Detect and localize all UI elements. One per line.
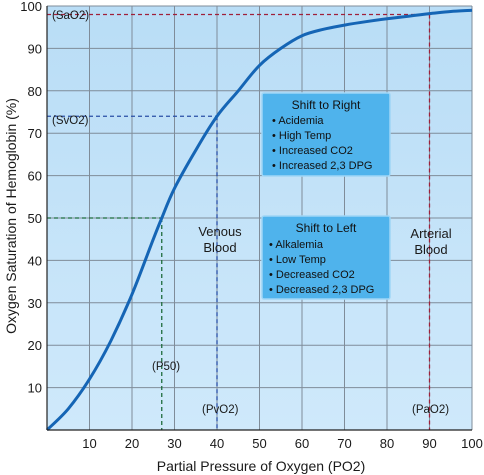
pvo2-label: (PvO2)	[202, 404, 239, 416]
shift-right-item: • High Temp	[272, 130, 331, 142]
shift-right-item: • Acidemia	[272, 115, 324, 127]
shift-left-item: • Low Temp	[269, 254, 326, 266]
y-tick-label: 80	[28, 84, 42, 99]
x-tick-label: 80	[380, 436, 394, 451]
shift-right-item: • Increased 2,3 DPG	[272, 160, 372, 172]
shift-right-item: • Increased CO2	[272, 145, 353, 157]
y-tick-label: 20	[28, 338, 42, 353]
x-tick-label: 50	[252, 436, 266, 451]
shift-left-item: • Decreased 2,3 DPG	[269, 284, 374, 296]
x-tick-label: 40	[210, 436, 224, 451]
shift-left-item: • Decreased CO2	[269, 269, 355, 281]
svo2-label: (SvO2)	[52, 115, 89, 127]
shift-left-box-bg	[261, 215, 391, 300]
x-axis-title: Partial Pressure of Oxygen (PO2)	[157, 458, 366, 474]
shift-right-title: Shift to Right	[292, 98, 361, 112]
shift-right-box: Shift to Right • Acidemia • High Temp • …	[261, 92, 391, 177]
dissociation-curve	[45, 8, 473, 432]
shift-left-title: Shift to Left	[296, 221, 357, 235]
x-tick-label: 10	[82, 436, 96, 451]
y-tick-label: 40	[28, 253, 42, 268]
pao2-label: (PaO2)	[412, 404, 449, 416]
arterial-label-line2: Blood	[414, 242, 447, 257]
y-tick-label: 60	[28, 169, 42, 184]
venous-label-line2: Blood	[203, 240, 236, 255]
y-tick-label: 30	[28, 296, 42, 311]
p50-label: (P50)	[152, 361, 180, 373]
sao2-label: (SaO2)	[52, 10, 89, 22]
x-tick-label: 90	[422, 436, 436, 451]
axes	[46, 6, 472, 431]
y-tick-label: 90	[28, 41, 42, 56]
y-tick-label: 10	[28, 381, 42, 396]
y-axis-title: Oxygen Saturation of Hemoglobin (%)	[3, 98, 19, 334]
shift-right-box-bg	[261, 92, 391, 177]
x-tick-label: 100	[461, 436, 483, 451]
shift-left-item: • Alkalemia	[269, 239, 324, 251]
grid-lines	[47, 5, 473, 430]
y-tick-label: 70	[28, 126, 42, 141]
x-tick-label: 60	[295, 436, 309, 451]
y-tick-label: 50	[28, 211, 42, 226]
x-tick-label: 20	[125, 436, 139, 451]
y-tick-labels: 10 20 30 40 50 60 70 80 90 100	[20, 0, 42, 396]
x-tick-labels: 10 20 30 40 50 60 70 80 90 100	[82, 436, 483, 451]
reference-lines	[47, 13, 431, 430]
x-tick-label: 70	[337, 436, 351, 451]
x-tick-label: 30	[167, 436, 181, 451]
y-tick-label: 100	[20, 0, 42, 14]
shift-left-box: Shift to Left • Alkalemia • Low Temp • D…	[261, 215, 391, 300]
arterial-label-line1: Arterial	[410, 226, 451, 241]
venous-label-line1: Venous	[198, 224, 242, 239]
